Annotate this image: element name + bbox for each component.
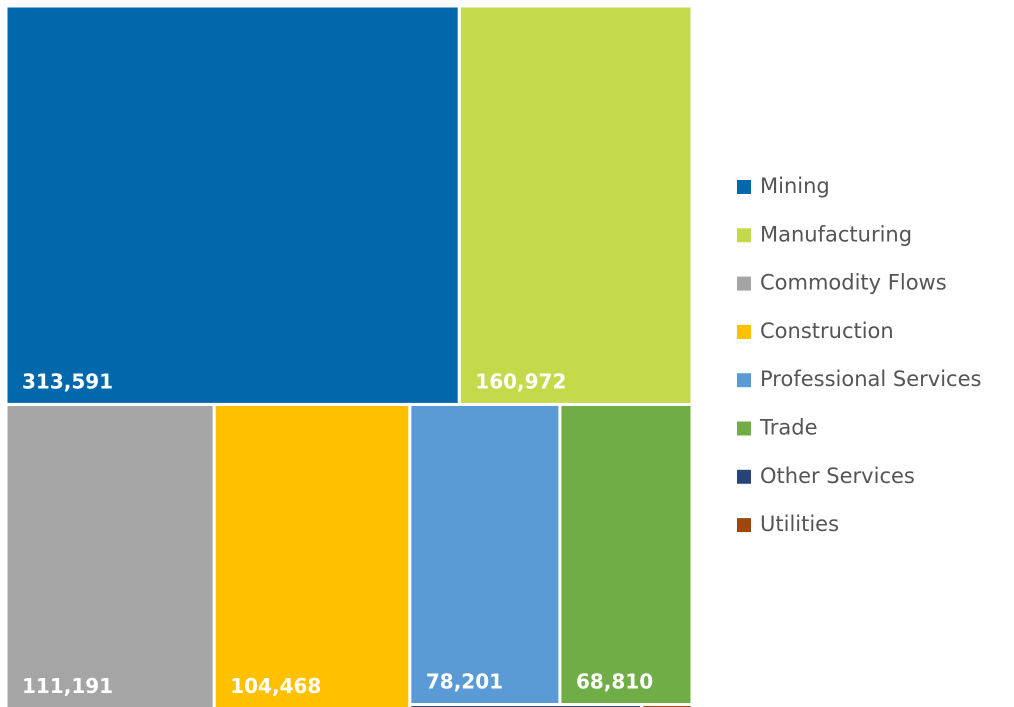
legend-swatch: [737, 518, 751, 533]
legend-swatch: [737, 469, 751, 484]
legend-swatch: [737, 421, 751, 436]
tile-label: 313,591: [22, 369, 113, 393]
legend-label: Other Services: [760, 464, 915, 488]
legend-label: Manufacturing: [760, 222, 912, 246]
legend-label: Trade: [759, 416, 818, 440]
tile-label: 104,468: [230, 674, 321, 698]
tile-label: 68,810: [576, 670, 653, 694]
legend-label: Professional Services: [760, 367, 981, 391]
legend-swatch: [737, 324, 751, 339]
legend-swatch: [737, 228, 751, 243]
tile: [558, 402, 694, 707]
tile: [4, 402, 216, 707]
legend-label: Construction: [760, 319, 894, 343]
tile-label: 160,972: [475, 369, 566, 393]
tile-label: 111,191: [22, 674, 113, 698]
tile-label: 78,201: [426, 670, 503, 694]
legend-label: Mining: [760, 174, 830, 198]
tile: [408, 402, 562, 707]
tile: [4, 4, 461, 406]
tile: [457, 4, 694, 406]
legend-label: Utilities: [760, 512, 839, 536]
tile: [640, 703, 694, 707]
legend-swatch: [737, 373, 751, 388]
legend-swatch: [737, 180, 751, 194]
tile: [408, 703, 644, 707]
tile: [212, 402, 412, 707]
legend-swatch: [737, 276, 751, 291]
legend-label: Commodity Flows: [760, 271, 947, 295]
